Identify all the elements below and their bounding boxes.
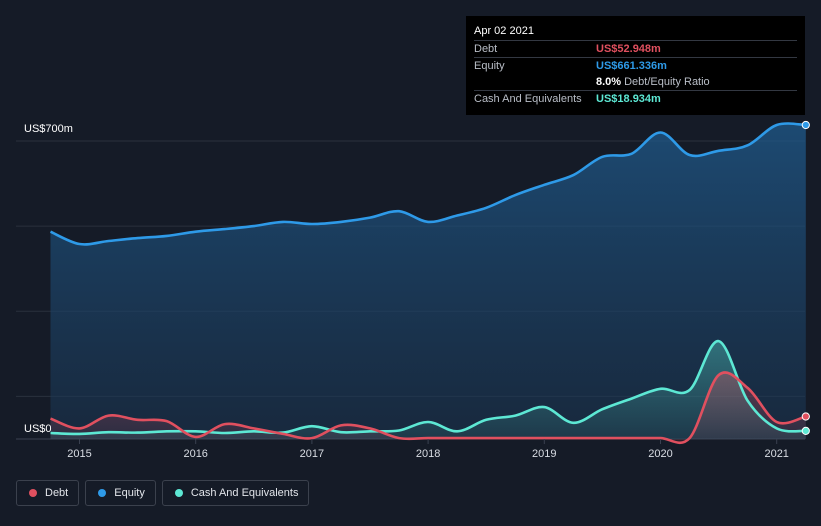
cash-end-point[interactable] (801, 426, 810, 435)
debt-end-point[interactable] (801, 412, 810, 421)
equity-area (50, 123, 806, 439)
x-tick-label: 2015 (67, 448, 91, 460)
cash-dot-icon (174, 489, 183, 497)
legend-item-debt[interactable]: Debt (16, 480, 80, 506)
legend-label-cash: Cash And Equivalents (190, 487, 299, 499)
legend-item-cash[interactable]: Cash And Equivalents (161, 480, 310, 506)
tooltip-debt-label: Debt (474, 43, 498, 55)
equity-line (49, 122, 806, 246)
cash-area (50, 341, 806, 439)
series-lines (49, 122, 807, 445)
cash-line (50, 339, 806, 436)
series-areas (50, 123, 806, 443)
x-tick-label: 2019 (532, 448, 556, 460)
y-axis-bottom-label: US$0 (24, 423, 52, 435)
legend-label-debt: Debt (45, 487, 69, 499)
tooltip-equity-label: Equity (474, 60, 505, 72)
tooltip-debt-row: Debt US$52.948m (474, 40, 797, 57)
tooltip-equity-value: US$661.336m (596, 60, 667, 72)
tooltip-cash-row: Cash And Equivalents US$18.934m (474, 90, 797, 107)
legend: Debt Equity Cash And Equivalents (16, 480, 310, 506)
series-end-markers (801, 120, 810, 435)
x-axis-ticks: 2015 2016 2017 2018 2019 2020 2021 (67, 439, 789, 460)
x-tick-label: 2021 (764, 448, 788, 460)
legend-item-equity[interactable]: Equity (85, 480, 156, 506)
tooltip-ratio-row: 8.0% Debt/Equity Ratio (474, 74, 797, 90)
x-tick-label: 2018 (416, 448, 440, 460)
legend-label-equity: Equity (114, 487, 145, 499)
equity-end-point[interactable] (801, 120, 810, 130)
tooltip-equity-row: Equity US$661.336m (474, 57, 797, 74)
tooltip-cash-value: US$18.934m (596, 93, 661, 105)
tooltip-cash-label: Cash And Equivalents (474, 93, 582, 105)
tooltip-ratio-label: Debt/Equity Ratio (624, 76, 710, 88)
tooltip-ratio-value: 8.0% (596, 76, 622, 88)
x-tick-label: 2020 (648, 448, 672, 460)
tooltip-date: Apr 02 2021 (474, 25, 534, 37)
equity-dot-icon (98, 489, 107, 497)
tooltip-panel: Apr 02 2021 Debt US$52.948m Equity US$66… (466, 16, 805, 115)
debt-line (50, 371, 807, 445)
x-tick-label: 2017 (300, 448, 324, 460)
tooltip-debt-value: US$52.948m (596, 43, 661, 55)
x-tick-label: 2016 (183, 448, 207, 460)
y-axis-top-label: US$700m (24, 123, 73, 135)
debt-dot-icon (29, 489, 37, 497)
tooltip-ratio: 8.0% Debt/Equity Ratio (596, 74, 710, 90)
